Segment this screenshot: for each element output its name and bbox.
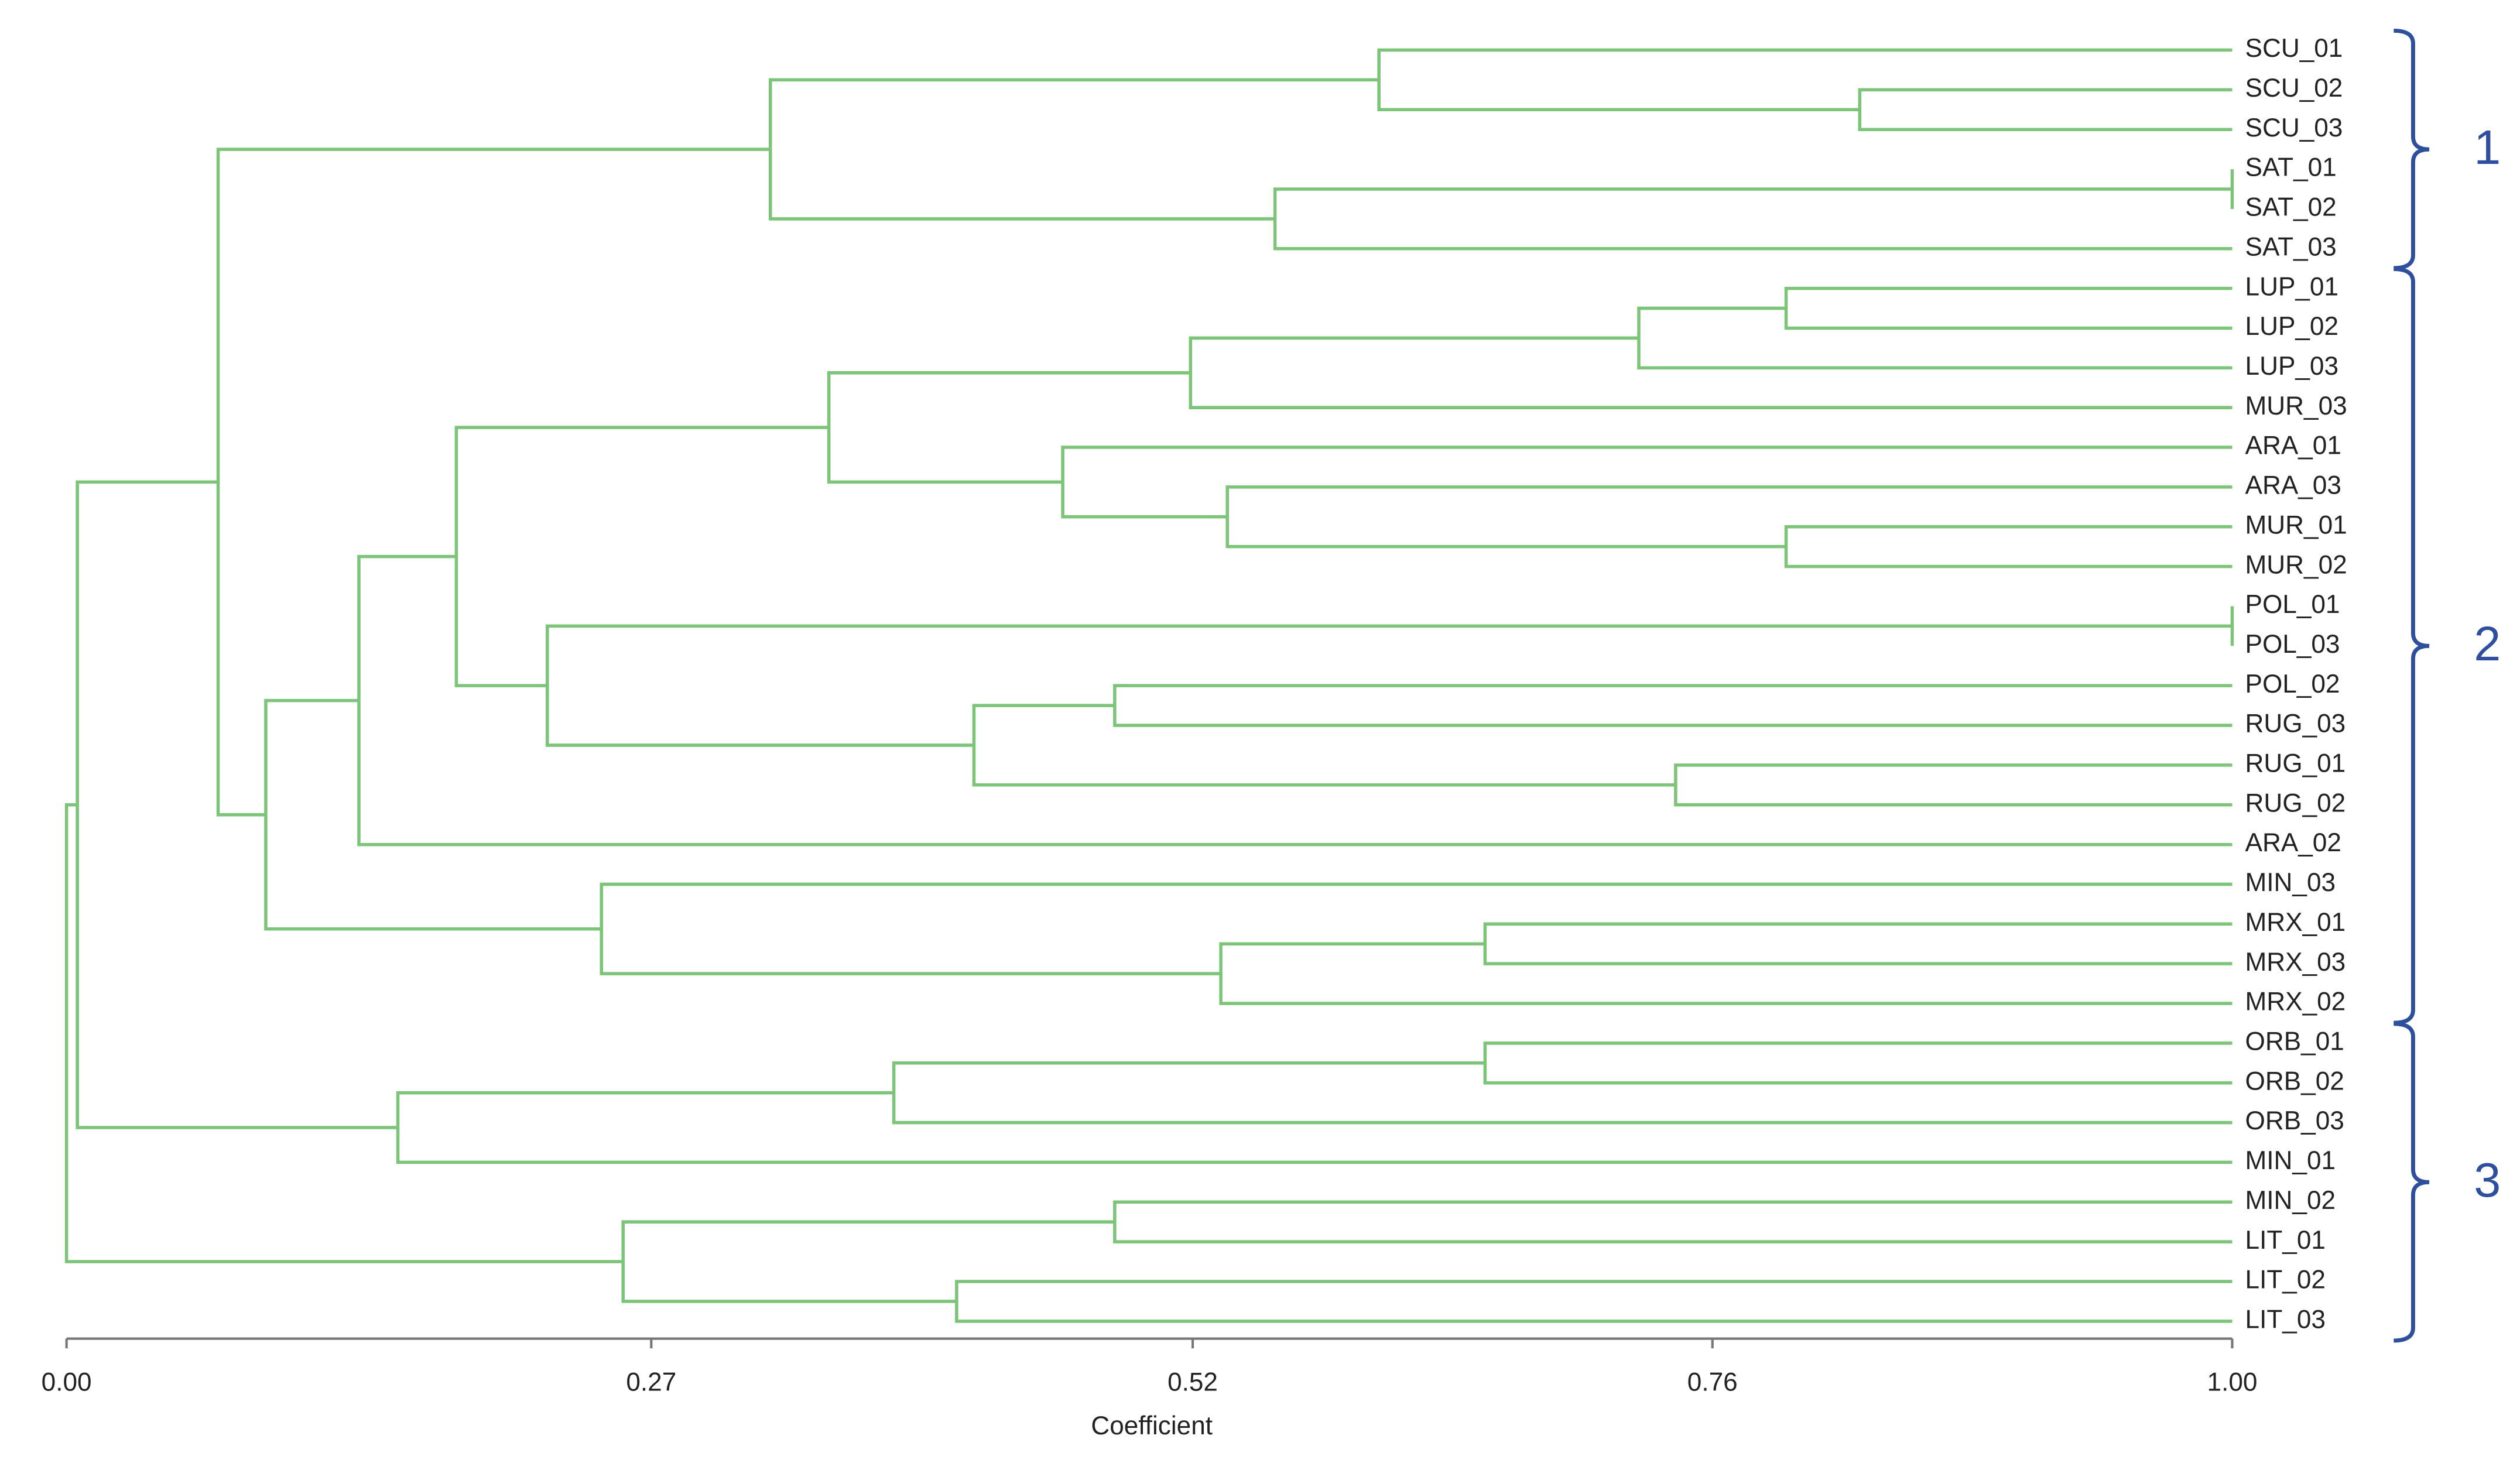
leaf-label: RUG_01 (2245, 749, 2346, 778)
x-tick-label: 0.76 (1687, 1368, 1738, 1397)
dendrogram-link (955, 1280, 2233, 1323)
dendrogram-link (827, 371, 1191, 484)
x-tick-label: 0.27 (626, 1368, 676, 1397)
dendrogram-link (1784, 286, 2233, 330)
dendrogram-link (396, 1091, 2233, 1164)
dendrogram-link (1189, 336, 2233, 409)
leaf-label: RUG_02 (2245, 789, 2346, 817)
group-label: 2 (2474, 616, 2501, 671)
leaf-label: LIT_03 (2245, 1305, 2326, 1334)
dendrogram-link (1483, 1041, 2233, 1085)
dendrogram-link (1273, 187, 2233, 251)
dendrogram-link (892, 1061, 2233, 1125)
dendrogram-link (1113, 1200, 2233, 1243)
leaf-label: POL_02 (2245, 670, 2340, 698)
leaf-label: MIN_02 (2245, 1186, 2336, 1215)
dendrogram-link (76, 480, 398, 1129)
dendrogram-link (1674, 763, 2233, 807)
dendrogram-link (357, 554, 2233, 847)
leaf-label: ARA_02 (2245, 828, 2341, 857)
dendrogram-link (1784, 525, 2233, 568)
leaf-label: ARA_01 (2245, 431, 2341, 460)
leaf-label: SAT_02 (2245, 193, 2337, 222)
x-axis-title: Coefficient (1091, 1411, 1213, 1440)
leaf-label: MRX_03 (2245, 948, 2346, 977)
leaf-label: LUP_02 (2245, 312, 2338, 341)
leaf-label: LIT_02 (2245, 1266, 2326, 1294)
leaf-label: SCU_01 (2245, 34, 2343, 63)
leaf-label: MUR_03 (2245, 392, 2347, 420)
dendrogram-link (1637, 306, 2233, 370)
leaf-label: MIN_03 (2245, 868, 2336, 897)
x-tick-label: 1.00 (2207, 1368, 2258, 1397)
dendrogram-link (621, 1220, 1115, 1303)
leaf-label: MRX_01 (2245, 908, 2346, 937)
group-bracket (2394, 1022, 2430, 1343)
dendrogram-link (1061, 446, 2233, 519)
leaf-label: POL_03 (2245, 630, 2340, 659)
leaf-label: MUR_02 (2245, 550, 2347, 579)
leaf-label: MUR_01 (2245, 510, 2347, 539)
dendrogram-link (1225, 485, 2233, 549)
dendrogram-link (1219, 942, 2233, 1005)
group-label: 3 (2474, 1153, 2501, 1207)
dendrogram-link (600, 882, 2233, 975)
leaf-label: LUP_03 (2245, 352, 2338, 381)
dendrogram-link (769, 78, 1379, 221)
leaf-label: MIN_01 (2245, 1146, 2336, 1175)
x-tick-label: 0.00 (42, 1368, 92, 1397)
leaf-label: ORB_03 (2245, 1106, 2344, 1135)
leaf-label: SCU_03 (2245, 114, 2343, 142)
leaf-label: POL_01 (2245, 590, 2340, 619)
dendrogram-link (454, 426, 829, 687)
leaf-label: SCU_02 (2245, 74, 2343, 102)
dendrogram-link (1858, 88, 2233, 131)
dendrogram-link (972, 704, 1676, 787)
dendrogram-link (64, 803, 624, 1263)
x-tick-label: 0.52 (1167, 1368, 1218, 1397)
leaf-label: SAT_01 (2245, 153, 2337, 182)
leaf-label: ORB_01 (2245, 1027, 2344, 1056)
dendrogram-link (1377, 48, 2233, 112)
leaf-label: RUG_03 (2245, 710, 2346, 738)
dendrogram-link (1483, 922, 2233, 965)
leaf-label: ORB_02 (2245, 1067, 2344, 1095)
dendrogram-link (264, 698, 602, 931)
dendrogram-link (1113, 684, 2233, 727)
group-bracket (2394, 28, 2430, 270)
group-bracket (2394, 267, 2430, 1025)
dendrogram-link (216, 148, 771, 817)
leaf-label: LIT_01 (2245, 1226, 2326, 1255)
group-label: 1 (2474, 120, 2501, 174)
leaf-label: ARA_03 (2245, 471, 2341, 500)
leaf-label: LUP_01 (2245, 272, 2338, 301)
leaf-label: MRX_02 (2245, 988, 2346, 1016)
leaf-label: SAT_03 (2245, 232, 2337, 261)
